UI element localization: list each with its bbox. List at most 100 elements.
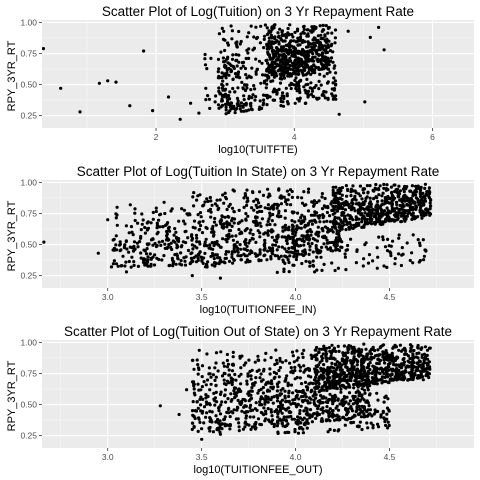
- chart-2-point: [210, 241, 214, 245]
- chart-3-point: [271, 401, 275, 405]
- chart-2-point: [317, 216, 321, 220]
- chart-1-point: [330, 42, 334, 46]
- chart-3-point: [382, 358, 386, 362]
- chart-2-point: [124, 239, 128, 243]
- chart-1-point: [318, 72, 322, 76]
- chart-2-point: [320, 268, 324, 272]
- chart-2-point: [382, 202, 386, 206]
- chart-3-point: [371, 381, 375, 385]
- chart-1-point: [312, 36, 316, 40]
- chart-2-point: [260, 209, 264, 214]
- chart-3-point: [385, 375, 390, 379]
- chart-3-point: [293, 430, 297, 434]
- chart-2-point: [405, 241, 409, 245]
- chart-1-point: [330, 31, 334, 35]
- chart-2-point: [217, 206, 221, 210]
- chart-3-point: [298, 416, 302, 420]
- chart-3-point: [375, 382, 379, 386]
- chart-3-point: [299, 395, 304, 399]
- chart-2-point: [111, 262, 115, 266]
- chart-2-point: [201, 219, 205, 223]
- chart-2-point: [149, 221, 153, 225]
- chart-2-point: [397, 193, 401, 197]
- chart-2-point: [294, 227, 298, 231]
- chart-3-point: [328, 349, 332, 353]
- chart-3-point: [195, 358, 199, 362]
- chart-3-point: [278, 359, 282, 363]
- chart-1-point: [245, 76, 249, 80]
- chart-3-point: [341, 398, 345, 402]
- chart-2-point: [384, 218, 388, 222]
- chart-2-point: [317, 199, 321, 203]
- chart-3-point: [232, 408, 236, 412]
- chart-2-point: [307, 187, 311, 191]
- chart-3-point: [331, 402, 335, 406]
- chart-3-point: [276, 421, 280, 425]
- chart-2-point: [259, 224, 263, 228]
- chart-2-point: [308, 244, 312, 248]
- chart-1-point: [288, 59, 292, 63]
- chart-2-point: [205, 197, 209, 201]
- chart-2-point: [256, 223, 260, 227]
- chart-1-point: [299, 52, 303, 56]
- chart-3-point: [318, 399, 322, 403]
- chart-2-point: [285, 202, 289, 206]
- chart-1-point: [321, 23, 325, 27]
- chart-2-point: [311, 259, 315, 263]
- chart-2-point: [367, 253, 372, 257]
- chart-1-point: [303, 101, 307, 105]
- chart-2-point: [290, 219, 294, 223]
- chart-2-point: [281, 225, 285, 229]
- chart-1-point: [228, 90, 232, 94]
- chart-2-point: [291, 210, 295, 214]
- chart-2-point: [270, 219, 274, 223]
- chart-3-point: [310, 414, 314, 418]
- chart-1-point: [294, 40, 298, 44]
- chart-1-point: [262, 81, 266, 85]
- chart-2-point: [292, 246, 297, 250]
- chart-2-point: [349, 194, 353, 198]
- chart-1-point: [293, 65, 297, 69]
- chart-1-point: [251, 93, 255, 97]
- chart-1-point: [225, 57, 229, 61]
- chart-3-point: [268, 367, 272, 371]
- chart-2-point: [328, 241, 332, 245]
- chart-3-point: [225, 358, 229, 363]
- chart-2-point: [376, 199, 380, 204]
- chart-1-point: [296, 69, 300, 73]
- chart-2-point: [196, 194, 200, 198]
- chart-3-point: [306, 386, 310, 390]
- chart-2-outlier-point: [162, 200, 166, 204]
- chart-3-point: [368, 393, 372, 397]
- chart-1-point: [231, 77, 235, 81]
- chart-3-point: [289, 370, 293, 374]
- chart-2-point: [340, 193, 344, 197]
- chart-2-point: [192, 191, 196, 195]
- chart-3-point: [337, 349, 341, 353]
- chart-2-point: [254, 240, 258, 244]
- chart-3-point: [328, 419, 332, 423]
- chart-2-point: [381, 191, 385, 195]
- chart-3-point: [333, 357, 337, 361]
- chart-2-point: [375, 266, 379, 270]
- chart-2-point: [210, 251, 215, 256]
- chart-3-point: [336, 382, 340, 386]
- chart-3-point: [218, 412, 223, 416]
- chart-3-point: [297, 363, 301, 367]
- chart-2-point: [281, 258, 285, 262]
- chart-2-point: [192, 219, 197, 223]
- chart-2-point: [418, 187, 422, 191]
- chart-2-point: [182, 208, 186, 212]
- chart-2-point: [155, 244, 159, 248]
- chart-2-point: [204, 237, 208, 241]
- chart-3-point: [282, 418, 286, 422]
- chart-2-point: [230, 252, 234, 256]
- chart-3-point: [292, 360, 296, 364]
- chart-2-point: [388, 197, 392, 201]
- chart-3-point: [275, 382, 279, 386]
- chart-3-point: [192, 424, 196, 429]
- chart-2-point: [252, 208, 256, 212]
- chart-3-point: [204, 383, 208, 387]
- chart-3-point: [367, 412, 371, 416]
- chart-1-point: [293, 70, 297, 74]
